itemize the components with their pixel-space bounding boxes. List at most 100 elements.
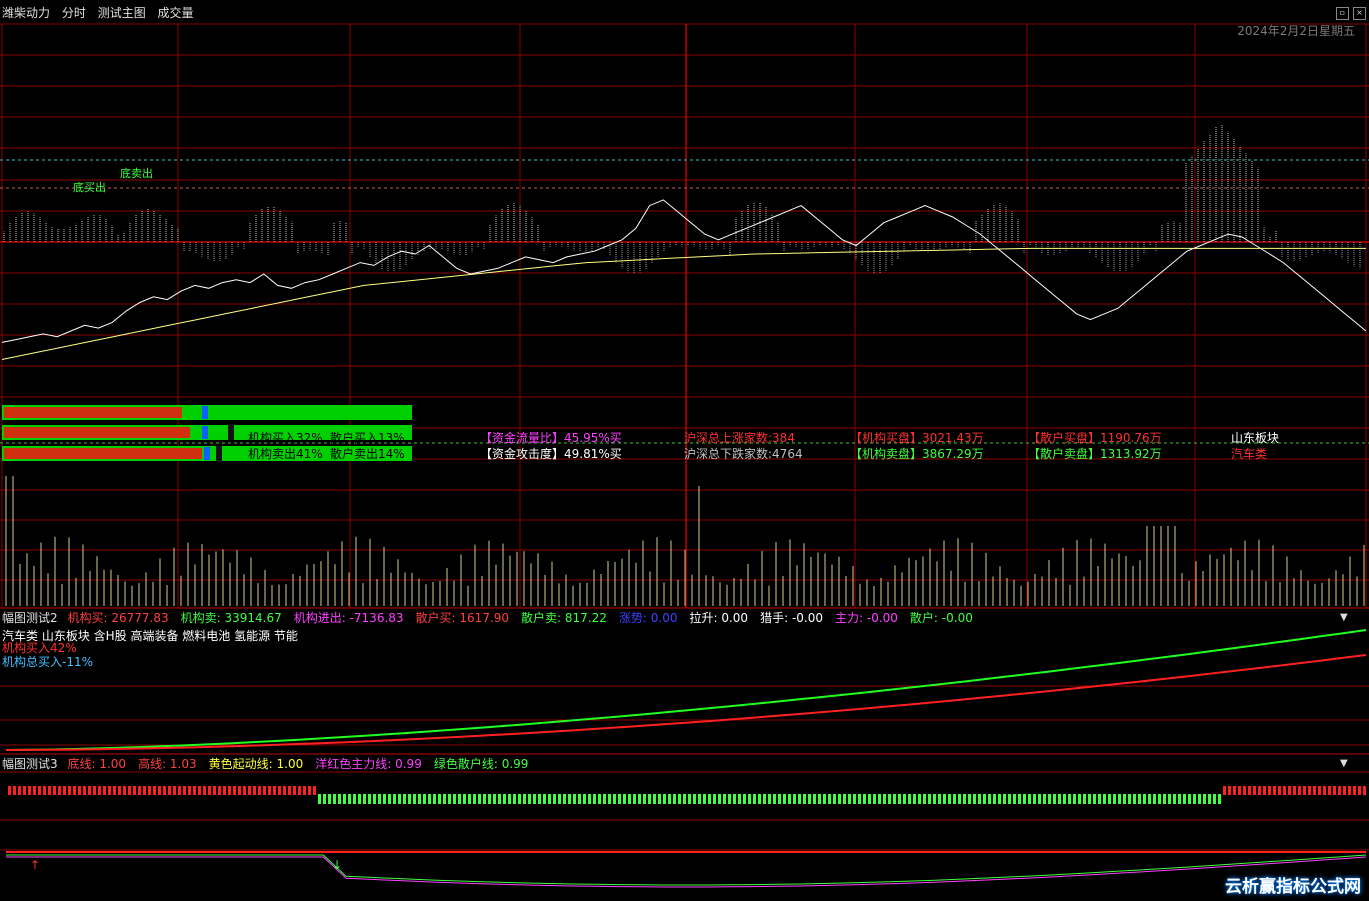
signal-tick	[38, 786, 41, 795]
pane2-field: 机构买: 26777.83	[67, 611, 174, 625]
signal-tick	[938, 794, 941, 804]
signal-tick	[443, 794, 446, 804]
signal-tick	[693, 794, 696, 804]
signal-tick	[43, 786, 46, 795]
rise-count: 沪深总上涨家数:384	[684, 431, 795, 445]
signal-tick	[903, 794, 906, 804]
signal-tick	[993, 794, 996, 804]
average-price-line	[1, 247, 1366, 360]
signal-tick	[58, 786, 61, 795]
signal-tick	[1203, 794, 1206, 804]
signal-tick	[103, 786, 106, 795]
signal-tick	[838, 794, 841, 804]
signal-tick	[638, 794, 641, 804]
signal-tick	[538, 794, 541, 804]
inst-total-buy: 机构总买入-11%	[2, 655, 94, 669]
signal-tick	[198, 786, 201, 795]
pane2-field-value: 817.22	[561, 611, 607, 625]
main-indicator[interactable]: 测试主图	[97, 6, 146, 20]
signal-tick	[1323, 786, 1326, 795]
signal-tick	[848, 794, 851, 804]
signal-tick	[833, 794, 836, 804]
signal-label: 底买出	[73, 181, 106, 194]
close-icon[interactable]: ×	[1353, 7, 1366, 20]
signal-tick	[943, 794, 946, 804]
volume-label[interactable]: 成交量	[157, 6, 194, 20]
signal-tick	[1343, 786, 1346, 795]
signal-tick	[238, 786, 241, 795]
signal-tick	[1258, 786, 1261, 795]
signal-tick	[1078, 794, 1081, 804]
signal-tick	[738, 794, 741, 804]
signal-tick	[1268, 786, 1271, 795]
signal-tick	[328, 794, 331, 804]
signal-tick	[1288, 786, 1291, 795]
pane3-field-label: 洋红色主力线:	[315, 757, 392, 771]
signal-tick	[438, 794, 441, 804]
signal-tick	[338, 794, 341, 804]
signal-label: 底卖出	[120, 167, 153, 180]
signal-ticks	[6, 786, 1366, 853]
net-flow-bars	[3, 124, 1361, 274]
signal-tick	[448, 794, 451, 804]
signal-tick	[1248, 786, 1251, 795]
signal-tick	[498, 794, 501, 804]
signal-tick	[753, 794, 756, 804]
signal-tick	[218, 786, 221, 795]
pane3-collapse-icon[interactable]: ▼	[1340, 758, 1348, 769]
pane3-title[interactable]: 幅图测试3	[2, 757, 58, 771]
signal-tick	[268, 786, 271, 795]
signal-tick	[843, 794, 846, 804]
signal-tick	[1033, 794, 1036, 804]
price-line	[1, 199, 1367, 343]
signal-tick	[1318, 786, 1321, 795]
signal-tick	[998, 794, 1001, 804]
signal-tick	[1193, 794, 1196, 804]
pane3-field-label: 高线:	[138, 757, 167, 771]
signal-tick	[928, 794, 931, 804]
signal-tick	[653, 794, 656, 804]
signal-tick	[343, 794, 346, 804]
signal-tick	[33, 786, 36, 795]
pane2-title[interactable]: 幅图测试2	[2, 611, 58, 625]
retail-buy-amount: 【散户买盘】1190.76万	[1028, 431, 1162, 445]
signal-tick	[368, 794, 371, 804]
view-mode[interactable]: 分时	[61, 6, 86, 20]
signal-tick	[618, 794, 621, 804]
signal-tick	[1283, 786, 1286, 795]
retail-buy-ratio: 散户买入13%	[330, 431, 405, 445]
signal-tick	[493, 794, 496, 804]
signal-tick	[1023, 794, 1026, 804]
signal-tick	[558, 794, 561, 804]
inst-sell-ratio: 机构卖出41%	[248, 447, 323, 461]
signal-tick	[123, 786, 126, 795]
pane2-fields: 机构买: 26777.83 机构卖: 33914.67 机构进出: -7136.83…	[67, 611, 984, 625]
signal-tick	[158, 786, 161, 795]
signal-tick	[1083, 794, 1086, 804]
signal-tick	[1198, 794, 1201, 804]
fall-count: 沪深总下跌家数:4764	[684, 447, 803, 461]
signal-tick	[963, 794, 966, 804]
pane2-collapse-icon[interactable]: ▼	[1340, 612, 1348, 623]
signal-tick	[18, 786, 21, 795]
restore-icon[interactable]: ▫	[1336, 7, 1349, 20]
signal-tick	[663, 794, 666, 804]
signal-tick	[518, 794, 521, 804]
ratio-bar	[2, 446, 412, 461]
signal-tick	[1253, 786, 1256, 795]
sell-arrow-icon: ↓	[332, 858, 343, 872]
signal-tick	[1153, 794, 1156, 804]
signal-tick	[383, 794, 386, 804]
signal-tick	[1228, 786, 1231, 795]
pane3-fields: 底线: 1.00 高线: 1.03 黄色起动线: 1.00 洋红色主力线: 0.99 绿…	[67, 757, 540, 771]
pane2-field-value: 0.00	[717, 611, 749, 625]
signal-tick	[143, 786, 146, 795]
signal-tick	[128, 786, 131, 795]
signal-tick	[553, 794, 556, 804]
stock-name[interactable]: 潍柴动力	[2, 6, 51, 20]
signal-tick	[183, 786, 186, 795]
signal-tick	[1278, 786, 1281, 795]
pane2-field: 散户卖: 817.22	[521, 611, 613, 625]
signal-tick	[1043, 794, 1046, 804]
